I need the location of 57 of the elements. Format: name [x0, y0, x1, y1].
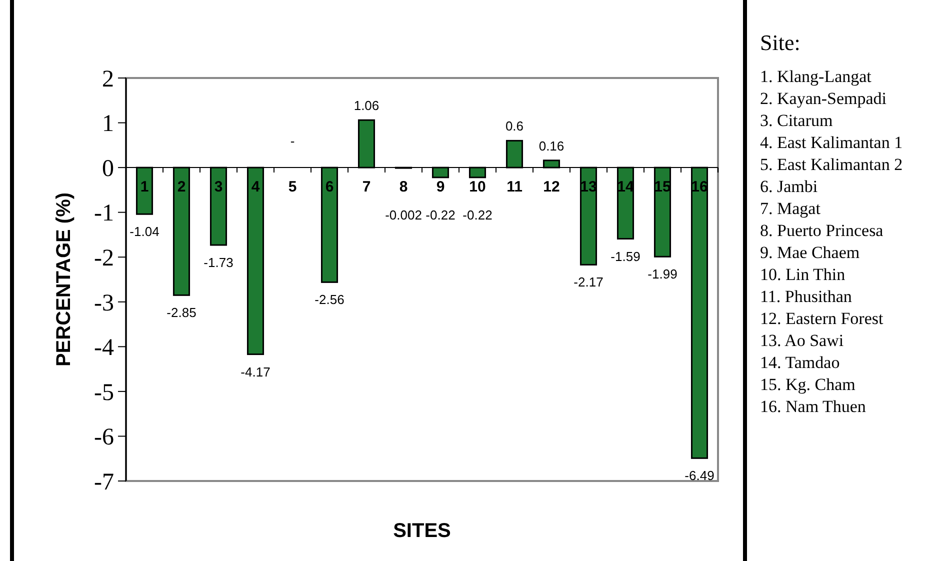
data-label: -1.73: [204, 255, 234, 270]
y-tick-label: -6: [94, 424, 114, 451]
x-tick-label: 9: [436, 178, 445, 196]
text: 3. Citarum: [760, 111, 833, 130]
y-tick-label: 1: [102, 111, 114, 138]
x-tick-label: 6: [325, 178, 334, 196]
data-label: 0.16: [538, 138, 564, 154]
text: 8. Puerto Princesa: [760, 221, 884, 240]
y-tick-label: -7: [94, 469, 114, 496]
text: 12. Eastern Forest: [760, 309, 884, 328]
y-tick-label: 0: [102, 156, 114, 182]
x-axis-title: SITES: [393, 520, 451, 542]
text: 13. Ao Sawi: [760, 331, 844, 350]
x-tick-label: 11: [506, 178, 522, 196]
y-axis-title: PERCENTAGE (%): [53, 192, 75, 367]
text: 10. Lin Thin: [760, 265, 846, 284]
x-tick-label: 4: [251, 178, 260, 196]
text: 5. East Kalimantan 2: [760, 155, 903, 174]
text: 4. East Kalimantan 1: [760, 133, 903, 152]
data-label: -1.99: [648, 266, 678, 282]
text: 14. Tamdao: [760, 353, 840, 372]
x-tick-label: 1: [140, 178, 149, 196]
text: 6. Jambi: [760, 177, 818, 196]
data-label: 1.06: [354, 98, 380, 114]
data-label: -4.17: [240, 364, 270, 380]
data-label: -1.59: [610, 248, 640, 264]
y-tick-label: -2: [94, 246, 114, 272]
data-label: 0.6: [505, 118, 524, 134]
y-tick-label: -1: [94, 200, 114, 227]
y-tick-label: -3: [94, 290, 114, 316]
text: 15. Kg. Cham: [760, 375, 856, 394]
x-tick-label: 2: [177, 178, 186, 196]
x-tick-label: 7: [362, 178, 371, 196]
text: 11. Phusithan: [760, 287, 852, 306]
x-tick-label: 5: [288, 178, 297, 196]
text: 16. Nam Thuen: [760, 397, 866, 416]
data-label: -1.04: [130, 224, 160, 240]
x-tick-label: 10: [469, 178, 486, 196]
text: Site:: [760, 30, 800, 55]
text: 7. Magat: [760, 199, 821, 218]
text: 2. Kayan-Sempadi: [760, 89, 887, 108]
y-tick-label: -5: [94, 380, 114, 406]
data-label: -0.002: [385, 208, 422, 223]
data-label: -0.22: [426, 208, 456, 223]
y-tick-label: -4: [94, 335, 114, 362]
text: 9. Mae Chaem: [760, 243, 860, 262]
x-tick-label: 3: [214, 178, 223, 196]
x-tick-label: 8: [399, 178, 408, 196]
x-tick-label: 12: [543, 178, 560, 196]
data-label: -0.22: [462, 208, 492, 223]
y-tick-label: 2: [102, 66, 114, 92]
data-label: -6.49: [684, 468, 714, 484]
text: 1. Klang-Langat: [760, 67, 872, 86]
text: -: [290, 134, 295, 149]
data-label: -2.85: [166, 305, 196, 320]
data-label: -2.17: [574, 274, 604, 290]
data-label: -2.56: [314, 292, 344, 308]
